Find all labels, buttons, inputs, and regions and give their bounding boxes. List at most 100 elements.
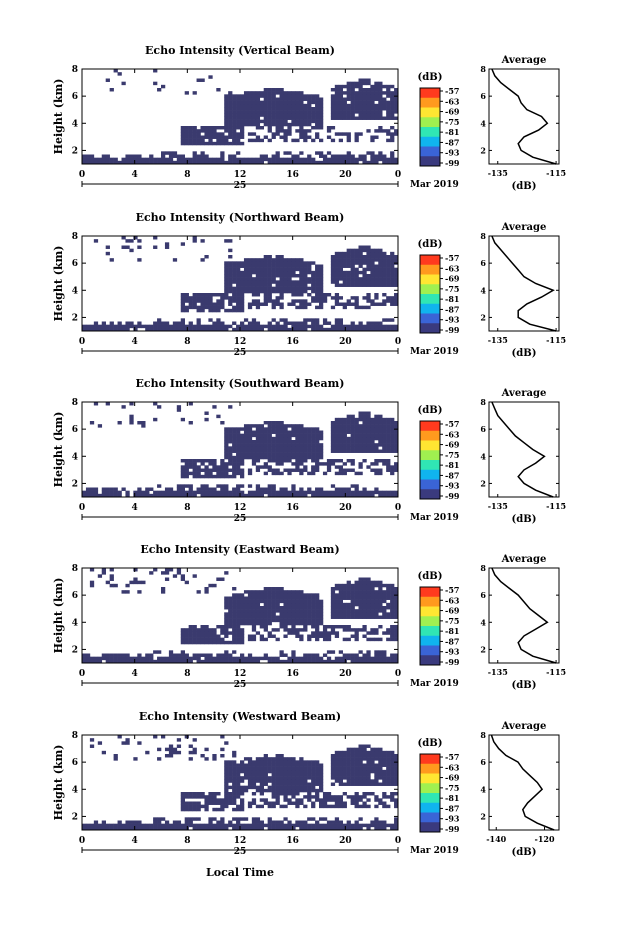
- heatmap-cell: [370, 587, 375, 591]
- heatmap-cell: [354, 763, 359, 767]
- heatmap-cell: [370, 462, 375, 466]
- heatmap-cell: [354, 795, 359, 799]
- heatmap-cell: [326, 465, 332, 469]
- heatmap-cell: [224, 659, 229, 664]
- heatmap-cell: [275, 449, 280, 453]
- heatmap-cell: [346, 302, 351, 306]
- heatmap-cell: [220, 126, 225, 130]
- colorbar-swatch: [420, 117, 440, 128]
- heatmap-cell: [279, 471, 284, 476]
- heatmap-cell: [358, 251, 363, 256]
- heatmap-cell: [204, 590, 209, 594]
- heatmap-cell: [378, 283, 383, 287]
- heatmap-cell: [82, 157, 87, 162]
- heatmap-cell: [287, 621, 292, 626]
- heatmap-cell: [334, 596, 340, 600]
- heatmap-cell: [172, 321, 178, 325]
- heatmap-cell: [204, 471, 209, 476]
- heatmap-cell: [283, 599, 288, 604]
- heatmap-cell: [208, 135, 213, 139]
- heatmap-cell: [228, 430, 233, 434]
- heatmap-cell: [334, 160, 340, 165]
- heatmap-cell: [236, 779, 241, 783]
- heatmap-cell: [228, 154, 233, 158]
- heatmap-cell: [208, 318, 213, 322]
- heatmap-cell: [240, 640, 245, 645]
- heatmap-cell: [295, 776, 300, 780]
- heatmap-cell: [259, 798, 264, 802]
- heatmap-cell: [275, 820, 280, 824]
- heatmap-cell: [224, 763, 229, 767]
- heatmap-cell: [275, 97, 280, 101]
- heatmap-cell: [212, 321, 217, 325]
- heatmap-cell: [394, 421, 399, 425]
- heatmap-cell: [283, 593, 288, 597]
- heatmap-cell: [188, 792, 193, 796]
- heatmap-cell: [346, 754, 351, 758]
- heatmap-cell: [220, 154, 225, 158]
- heatmap-cell: [303, 795, 308, 799]
- heatmap-cell: [358, 750, 363, 755]
- heatmap-cell: [299, 468, 304, 472]
- heatmap-cell: [362, 261, 367, 265]
- heatmap-cell: [394, 596, 399, 600]
- heatmap-cell: [121, 653, 126, 657]
- heatmap-cell: [247, 449, 253, 453]
- heatmap-cell: [247, 490, 253, 495]
- profile-x-tick-label: -120: [535, 834, 555, 844]
- heatmap-cell: [390, 612, 395, 616]
- heatmap-cell: [275, 587, 280, 591]
- heatmap-cell: [370, 583, 375, 588]
- heatmap-cell: [350, 468, 355, 472]
- heatmap-cell: [307, 769, 312, 774]
- heatmap-cell: [354, 602, 359, 607]
- heatmap-cell: [101, 324, 106, 329]
- heatmap-cell: [362, 609, 367, 613]
- heatmap-cell: [386, 490, 391, 495]
- heatmap-cell: [378, 606, 383, 610]
- heatmap-cell: [232, 826, 237, 831]
- heatmap-cell: [283, 776, 288, 780]
- heatmap-cell: [267, 129, 272, 133]
- heatmap-cell: [303, 94, 308, 98]
- heatmap-cell: [378, 459, 383, 463]
- heatmap-cell: [216, 493, 221, 498]
- heatmap-cell: [346, 593, 351, 597]
- heatmap-cell: [200, 151, 205, 155]
- heatmap-cell: [334, 659, 340, 664]
- heatmap-cell: [291, 138, 296, 143]
- heatmap-cell: [271, 776, 276, 780]
- heatmap-cell: [315, 798, 320, 802]
- heatmap-cell: [303, 459, 308, 463]
- heatmap-cell: [240, 760, 245, 764]
- heatmap-cell: [259, 637, 264, 642]
- heatmap-cell: [247, 433, 253, 438]
- heatmap-cell: [330, 126, 336, 130]
- heatmap-cell: [382, 826, 387, 831]
- heatmap-cell: [105, 402, 110, 406]
- heatmap-cell: [319, 122, 324, 127]
- heatmap-cell: [232, 277, 237, 281]
- heatmap-cell: [295, 628, 300, 632]
- heatmap-cell: [255, 788, 261, 793]
- heatmap-cell: [287, 785, 292, 790]
- heatmap-cell: [358, 744, 363, 748]
- heatmap-cell: [287, 286, 292, 291]
- heatmap-cell: [346, 782, 351, 786]
- heatmap-cell: [287, 122, 292, 127]
- heatmap-cell: [251, 286, 257, 291]
- heatmap-cell: [263, 446, 268, 450]
- heatmap-cell: [322, 160, 328, 165]
- heatmap-cell: [259, 792, 264, 796]
- heatmap-cell: [247, 468, 253, 472]
- heatmap-cell: [354, 436, 359, 441]
- heatmap-cell: [366, 440, 371, 444]
- heatmap-cell: [307, 653, 312, 657]
- heatmap-cell: [287, 599, 292, 604]
- heatmap-cell: [232, 154, 237, 158]
- heatmap-cell: [240, 97, 245, 101]
- heatmap-cell: [121, 823, 126, 828]
- heatmap-cell: [303, 490, 308, 495]
- heatmap-cell: [216, 308, 221, 313]
- heatmap-cell: [208, 487, 213, 491]
